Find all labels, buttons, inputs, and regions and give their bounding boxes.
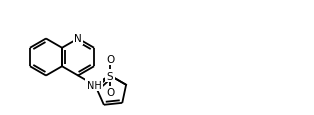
Text: O: O [106,87,114,97]
Text: S: S [107,71,113,81]
Text: S: S [106,71,114,81]
Text: O: O [106,54,114,64]
Text: NH: NH [87,80,101,90]
Text: N: N [74,34,82,44]
